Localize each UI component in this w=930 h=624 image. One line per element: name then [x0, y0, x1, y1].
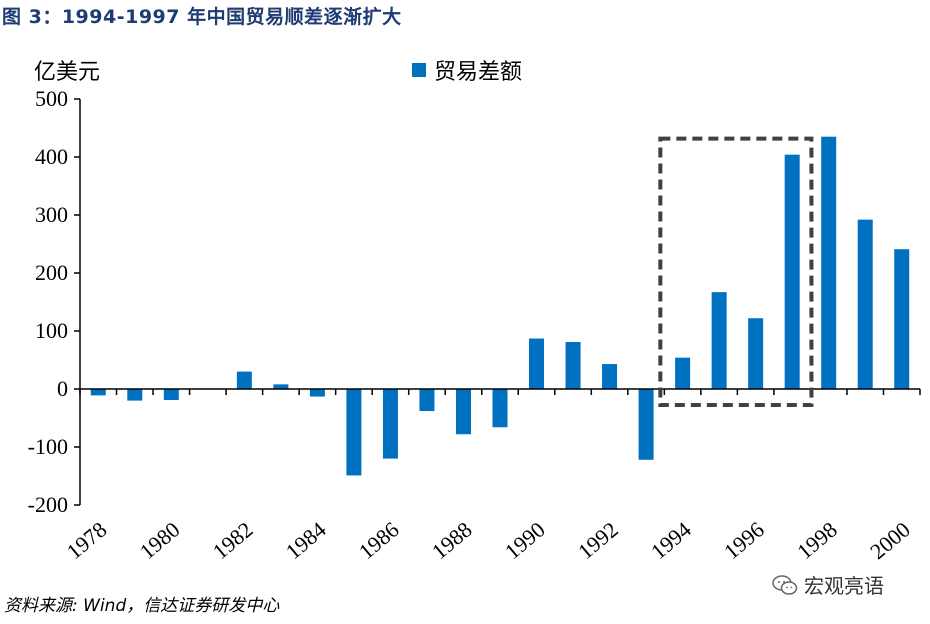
bar-2000 [894, 249, 910, 389]
bar-1991 [565, 342, 581, 389]
bar-1986 [382, 389, 398, 459]
wechat-icon [772, 574, 798, 595]
bar-1996 [748, 318, 764, 389]
x-tick-label: 2000 [865, 517, 915, 564]
x-tick-label: 1980 [135, 517, 185, 564]
bar-1995 [711, 292, 727, 389]
bar-1980 [163, 389, 179, 401]
bar-1985 [346, 389, 362, 476]
x-tick-label: 1998 [792, 517, 842, 564]
bar-1992 [602, 364, 618, 389]
bar-1998 [821, 136, 837, 389]
bar-1989 [492, 389, 508, 428]
bar-1997 [784, 154, 800, 389]
y-tick-label: 300 [35, 202, 68, 227]
x-tick-label: 1992 [573, 517, 623, 564]
legend-swatch [412, 63, 426, 77]
y-tick-label: -200 [28, 492, 68, 517]
x-tick-label: 1994 [646, 517, 696, 564]
y-tick-label: 100 [35, 318, 68, 343]
x-tick-label: 1982 [208, 517, 258, 564]
bar-1982 [236, 371, 252, 389]
bar-1988 [455, 389, 471, 435]
y-tick-label: 500 [35, 86, 68, 111]
y-tick-label: 200 [35, 260, 68, 285]
bar-1984 [309, 389, 325, 397]
bar-1978 [90, 389, 106, 396]
y-axis-unit-label: 亿美元 [34, 60, 101, 85]
watermark-text: 宏观亮语 [804, 574, 884, 598]
bar-1983 [273, 384, 289, 389]
bar-1987 [419, 389, 435, 412]
bar-1999 [857, 219, 873, 389]
x-tick-label: 1990 [500, 517, 550, 564]
watermark: 宏观亮语 [772, 570, 884, 599]
y-tick-label: 400 [35, 144, 68, 169]
x-tick-label: 1984 [281, 517, 331, 564]
y-tick-label: -100 [28, 434, 68, 459]
bar-1994 [675, 357, 691, 389]
bar-1990 [529, 338, 545, 389]
bar-1993 [638, 389, 654, 460]
y-tick-label: 0 [57, 376, 68, 401]
legend-label: 贸易差额 [434, 60, 523, 85]
x-tick-label: 1996 [719, 517, 769, 564]
x-tick-label: 1988 [427, 517, 477, 564]
source-note: 资料来源: Wind，信达证券研发中心 [4, 596, 280, 616]
x-tick-label: 1978 [62, 517, 112, 564]
bar-1979 [127, 389, 143, 401]
legend: 贸易差额 [412, 54, 522, 86]
x-tick-label: 1986 [354, 517, 404, 564]
chart-title: 图 3：1994-1997 年中国贸易顺差逐渐扩大 [2, 6, 402, 28]
